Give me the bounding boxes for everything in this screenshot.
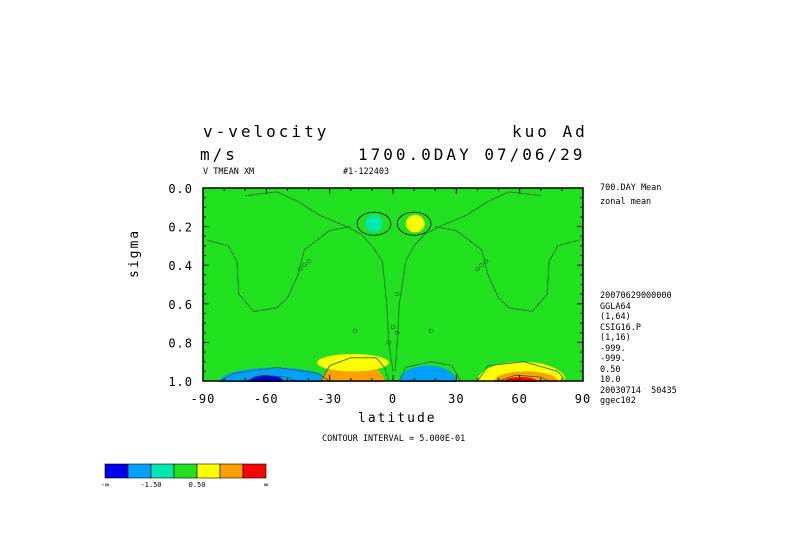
variable-description: V TMEAN XM: [203, 167, 255, 177]
contour-line: [207, 226, 351, 312]
x-tick-label: -90: [191, 392, 216, 406]
contour-line: [498, 374, 550, 382]
metadata-line: -999.: [600, 343, 626, 354]
metadata-line: (1,64): [600, 312, 631, 322]
x-tick-label: -60: [254, 392, 279, 406]
colorbar-label: -∞: [101, 481, 109, 489]
time-label: 1700.0DAY 07/06/29: [358, 145, 586, 164]
metadata-line: GGLA64: [600, 301, 631, 312]
contour-loop: [390, 325, 396, 329]
contour-loop: [386, 340, 392, 345]
contour-line: [356, 211, 392, 236]
metadata-line: 0.50: [600, 364, 621, 375]
x-axis-label: latitude: [358, 411, 437, 426]
contour-region: [317, 353, 389, 372]
x-tick-label: 0: [389, 392, 397, 406]
y-tick-label: 1.0: [168, 375, 193, 389]
plot-mask: [201, 382, 585, 402]
contour-interval: CONTOUR INTERVAL = 5.000E-01: [322, 434, 466, 444]
colorbar-swatch: [196, 463, 221, 479]
colorbar-swatch: [219, 463, 244, 479]
metadata-line: 10.0: [600, 375, 621, 385]
contour-region: [405, 215, 425, 233]
y-tick-label: 0.2: [168, 221, 193, 235]
metadata-line: ggec102: [600, 396, 636, 406]
y-tick-label: 0.4: [168, 259, 193, 273]
contour-line: [394, 191, 541, 372]
metadata-line: 20070629000000: [600, 291, 672, 301]
colorbar-swatch: [150, 463, 175, 479]
contour-line: [435, 226, 579, 312]
x-tick-label: -30: [317, 392, 342, 406]
model-label: kuo Ad: [512, 122, 588, 141]
contour-loop: [352, 328, 358, 333]
colorbar-label: ∞: [264, 481, 268, 489]
plot-background: [203, 188, 583, 381]
metadata-line: CSIG16.P: [600, 322, 641, 333]
colorbar-label: 0.50: [189, 481, 206, 489]
y-tick-label: 0.6: [168, 298, 193, 312]
contour-line: [245, 374, 297, 382]
colorbar-label: -1.50: [140, 481, 161, 489]
x-tick-label: 90: [575, 392, 591, 406]
contour-line: [219, 367, 330, 382]
contour-line: [320, 357, 390, 382]
chart-title: v-velocity: [203, 122, 330, 141]
contour-line: [477, 361, 567, 382]
colorbar-swatch: [104, 463, 129, 479]
contour-loop: [306, 259, 311, 264]
contour-loop: [394, 292, 400, 297]
contour-loop: [394, 330, 400, 335]
metadata-line: -999.: [600, 354, 626, 364]
metadata-line: (1,16): [600, 333, 631, 343]
y-tick-label: 0.8: [168, 336, 193, 350]
mean-type: zonal mean: [600, 197, 652, 207]
contour-loop: [475, 267, 480, 272]
contour-loop: [301, 263, 307, 268]
contour-region: [365, 215, 383, 233]
metadata-line: 20030714 50435: [600, 385, 677, 396]
mean-period: 700.DAY Mean: [600, 183, 662, 193]
contour-line: [398, 361, 461, 382]
contour-loop: [479, 263, 485, 268]
contour-loop: [297, 267, 303, 272]
contour-loop: [428, 328, 434, 333]
x-tick-label: 60: [511, 392, 527, 406]
contour-line: [245, 191, 394, 372]
x-tick-label: 30: [448, 392, 464, 406]
contour-loop: [483, 259, 489, 264]
units-label: m/s: [200, 145, 238, 164]
y-tick-label: 0.0: [168, 182, 193, 196]
colorbar-swatch: [127, 463, 152, 479]
contour-line: [396, 211, 432, 236]
colorbar-swatch: [173, 463, 198, 479]
colorbar-swatch: [242, 463, 267, 479]
run-id: #1-122403: [343, 167, 390, 177]
